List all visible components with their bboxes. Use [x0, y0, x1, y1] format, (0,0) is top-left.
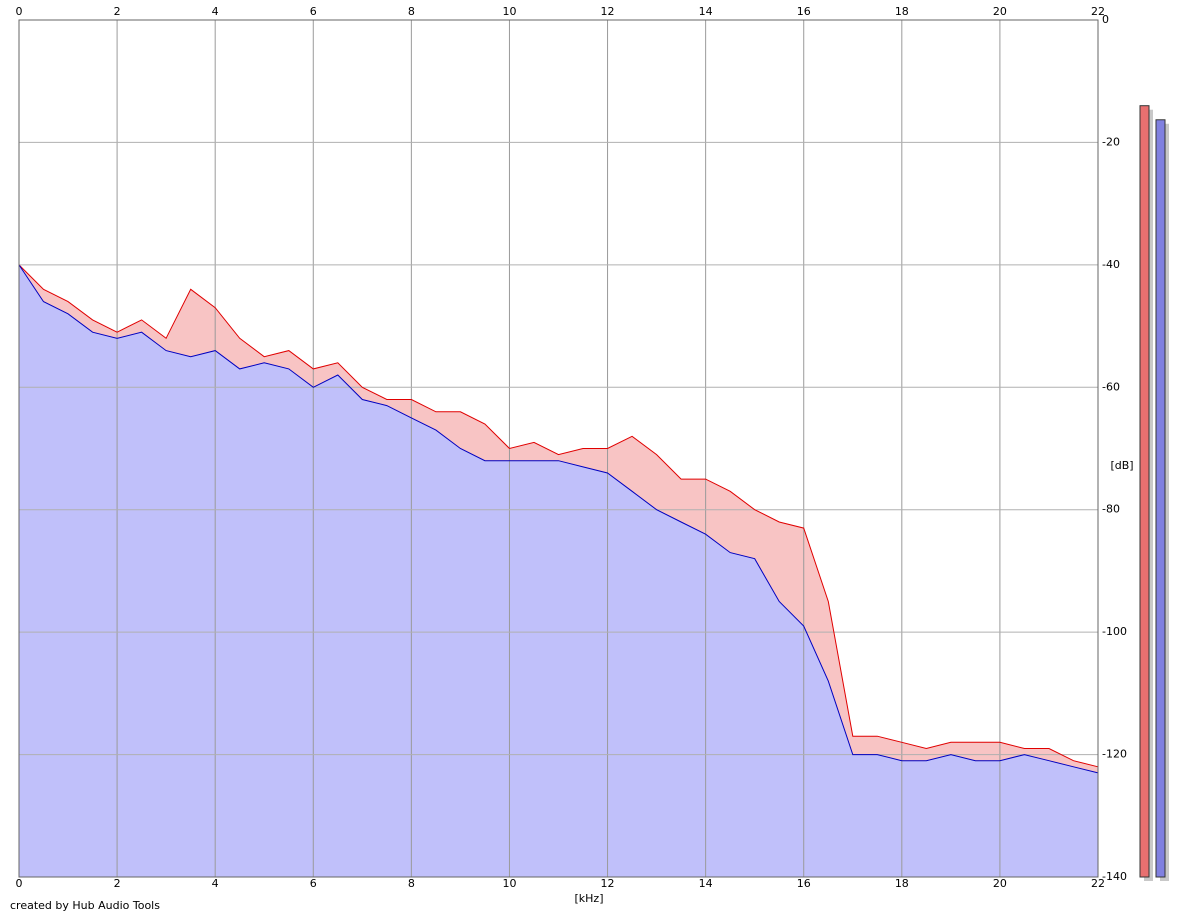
x-tick-label: 2 [114, 877, 121, 890]
y-tick-label: -100 [1102, 625, 1127, 638]
area-fill [19, 264, 1098, 877]
x-tick-label: 16 [797, 877, 811, 890]
spectrum-line [18, 264, 1099, 768]
x-tick-label: 12 [601, 877, 615, 890]
plot-area [18, 19, 1099, 878]
y-axis-label: [dB] [1110, 459, 1133, 472]
x-tick-label: 8 [408, 5, 415, 18]
x-tick-label: 22 [1091, 5, 1105, 18]
plot-frame [18, 19, 1099, 878]
x-tick-label: 8 [408, 877, 415, 890]
x-tick-label: 4 [212, 5, 219, 18]
credit: created by Hub Audio Tools [10, 899, 160, 912]
x-tick-label: 18 [895, 877, 909, 890]
y-tick-label: -80 [1102, 503, 1120, 516]
y-tick-label: -60 [1102, 380, 1120, 393]
x-tick-label: 14 [699, 877, 713, 890]
x-tick-label: 18 [895, 5, 909, 18]
x-axis-label: [kHz] [575, 892, 604, 905]
x-tick-label: 22 [1091, 877, 1105, 890]
x-tick-label: 12 [601, 5, 615, 18]
y-tick-label: -20 [1102, 135, 1120, 148]
x-tick-label: 0 [16, 5, 23, 18]
x-tick-label: 14 [699, 5, 713, 18]
x-tick-label: 10 [502, 877, 516, 890]
y-tick-label: -140 [1102, 870, 1127, 883]
x-tick-label: 4 [212, 877, 219, 890]
x-tick-label: 10 [502, 5, 516, 18]
level-meter [1139, 105, 1150, 878]
x-tick-label: 20 [993, 5, 1007, 18]
spectrum-line [18, 264, 1099, 774]
x-tick-label: 0 [16, 877, 23, 890]
level-meter [1155, 119, 1166, 878]
x-tick-label: 20 [993, 877, 1007, 890]
x-tick-label: 16 [797, 5, 811, 18]
x-tick-label: 2 [114, 5, 121, 18]
y-tick-label: -120 [1102, 748, 1127, 761]
y-tick-label: -40 [1102, 258, 1120, 271]
x-tick-label: 6 [310, 5, 317, 18]
x-tick-label: 6 [310, 877, 317, 890]
y-tick-label: 0 [1102, 13, 1109, 26]
